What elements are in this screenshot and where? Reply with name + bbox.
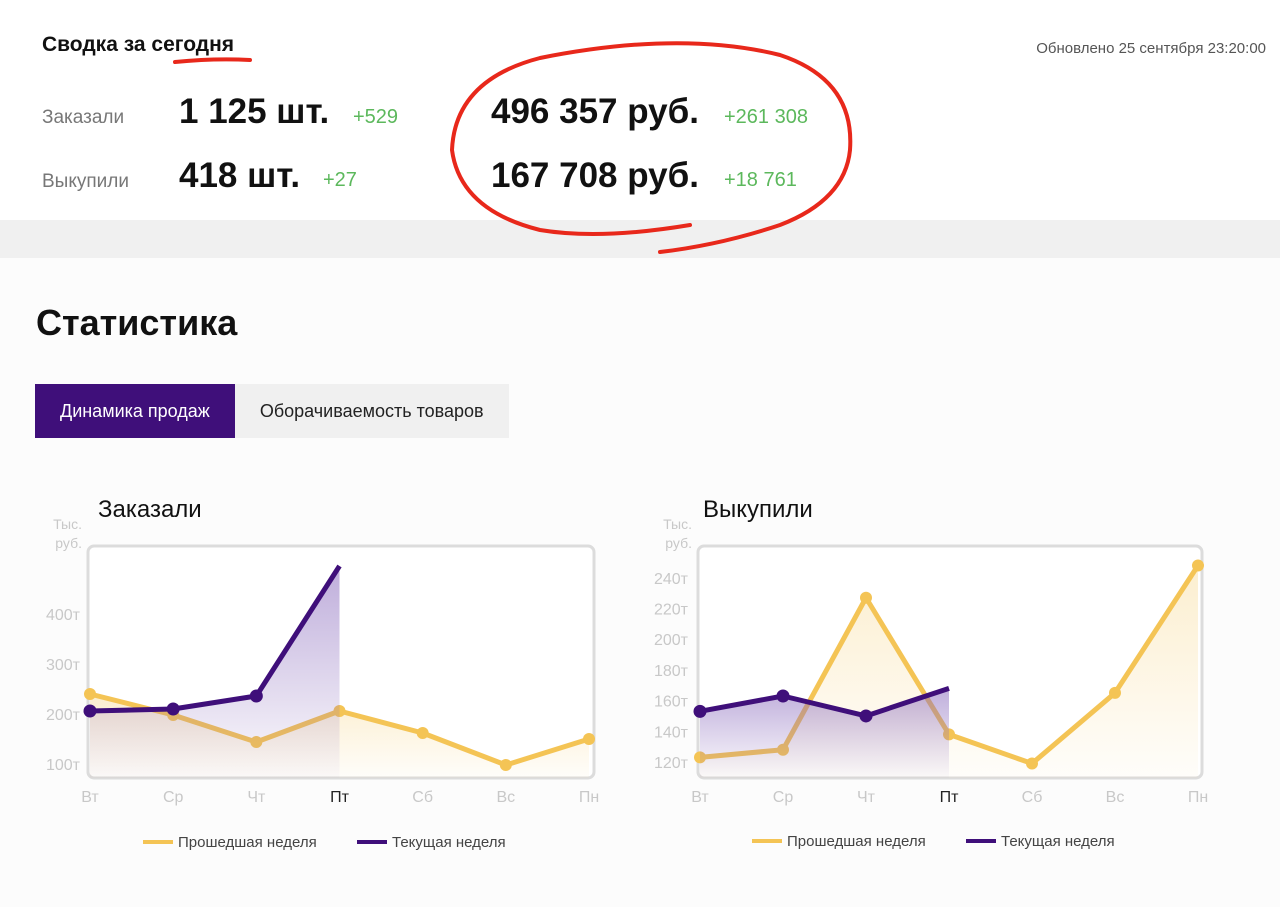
x-tick-label: Вт [691, 789, 709, 806]
tab-goods-turnover[interactable]: Оборачиваемость товаров [234, 384, 509, 438]
summary-title-highlight: сегодня [151, 33, 235, 56]
current-week-point [83, 704, 97, 718]
current-week-line [699, 685, 950, 719]
y-axis-label: руб. [55, 535, 82, 551]
y-tick-label: 200т [46, 707, 81, 724]
y-tick-label: 100т [46, 757, 81, 774]
y-tick-label: 160т [654, 694, 689, 711]
chart-title: Выкупили [703, 496, 813, 523]
y-tick-label: 240т [654, 571, 689, 588]
statistics-title: Статистика [36, 302, 238, 343]
x-tick-label: Пт [330, 789, 350, 806]
previous-week-point [1192, 559, 1204, 572]
x-tick-label: Ср [773, 789, 794, 806]
previous-week-point [416, 727, 429, 739]
bought-qty: 418 шт. [179, 156, 301, 195]
previous-week-point [860, 591, 872, 604]
ordered-qty: 1 125 шт. [179, 92, 330, 131]
y-tick-label: 200т [654, 632, 689, 649]
legend-previous-label: Прошедшая неделя [178, 834, 317, 851]
legend-previous-label: Прошедшая неделя [787, 833, 926, 850]
y-tick-label: 400т [46, 607, 81, 624]
ordered-label: Заказали [42, 107, 125, 128]
x-tick-label: Чт [247, 789, 266, 806]
y-axis-label: руб. [665, 535, 692, 551]
x-tick-label: Сб [1022, 789, 1043, 806]
chart-1: Выкупили Тыс. руб. 120т 140т 160т 180т 200т 240т… [654, 496, 1208, 850]
y-tick-label: 220т [654, 602, 689, 619]
current-week-point [166, 702, 180, 716]
bought-qty-delta: +27 [323, 169, 357, 191]
x-tick-label: Чт [857, 789, 876, 806]
x-tick-label: Пт [940, 789, 960, 806]
legend-current-label: Текущая неделя [392, 834, 506, 851]
summary-title-prefix: Сводка за [42, 33, 152, 56]
updated-timestamp: Обновлено 25 сентября 23:20:00 [1036, 40, 1266, 57]
chart-title: Заказали [98, 496, 202, 523]
current-week-point [693, 704, 707, 718]
current-week-line [89, 564, 342, 714]
y-tick-label: 140т [654, 724, 689, 741]
y-axis-label: Тыс. [663, 516, 692, 532]
previous-week-point [499, 759, 512, 771]
ordered-qty-delta: +529 [353, 106, 399, 128]
bought-label: Выкупили [42, 171, 129, 192]
y-tick-label: 300т [46, 657, 81, 674]
current-week-point [776, 689, 790, 703]
y-axis-label: Тыс. [53, 516, 82, 532]
statistics-tabs: Динамика продаж Оборачиваемость товаров [35, 384, 509, 438]
previous-week-point [583, 733, 595, 745]
legend-current-label: Текущая неделя [1001, 833, 1115, 850]
previous-week-point [84, 688, 96, 700]
previous-week-point [1026, 757, 1038, 770]
x-tick-label: Вс [1106, 789, 1125, 806]
chart-0: Заказали Тыс. руб. 100т 200т 300т 400т Вт Ср Чт Пт… [46, 496, 599, 851]
x-tick-label: Сб [412, 789, 433, 806]
current-week-point [859, 709, 873, 723]
tab-sales-dynamics[interactable]: Динамика продаж [35, 384, 235, 438]
summary-title: Сводка за сегодня [42, 33, 234, 57]
x-tick-label: Вт [81, 789, 99, 806]
x-tick-label: Пн [579, 789, 599, 806]
previous-week-point [1109, 686, 1121, 699]
x-tick-label: Пн [1188, 789, 1208, 806]
current-week-point [249, 689, 263, 703]
current-week-area [90, 566, 340, 778]
y-tick-label: 120т [654, 755, 689, 772]
x-tick-label: Ср [163, 789, 184, 806]
x-tick-label: Вс [496, 789, 515, 806]
y-tick-label: 180т [654, 663, 689, 680]
